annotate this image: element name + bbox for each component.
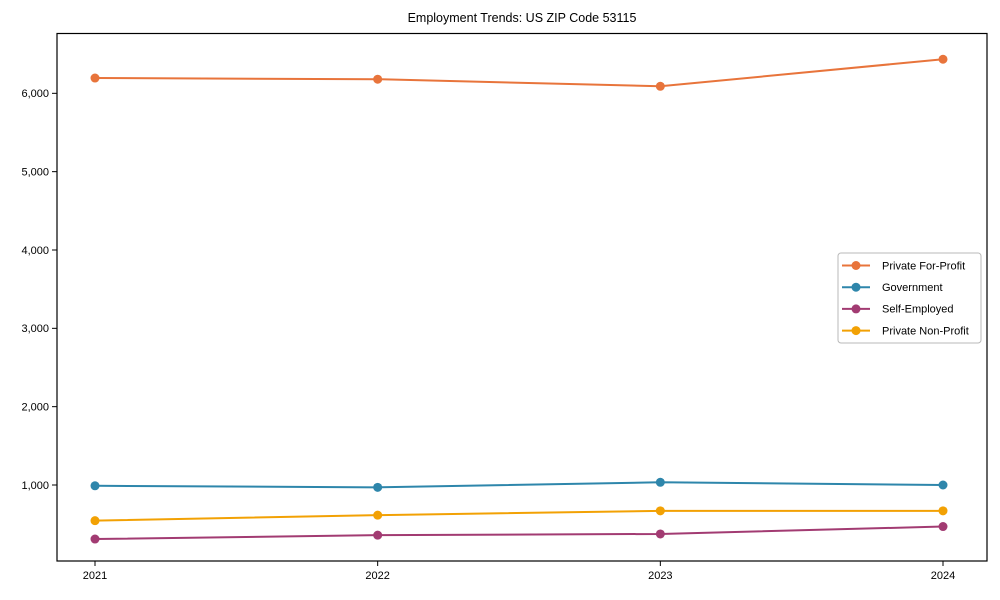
data-point-government [373,482,383,492]
chart-title: Employment Trends: US ZIP Code 53115 [408,11,637,25]
y-axis: 1,000 2,000 3,000 4,000 5,000 6,000 [21,88,57,492]
x-tick-label: 2021 [83,570,107,582]
legend: Private For-Profit Government Self-Employe… [837,252,982,344]
y-tick-label: 4,000 [21,245,49,257]
data-point-private-for-profit [373,74,383,84]
legend-marker-dot [851,304,861,314]
legend-item-private-non-profit: Private Non-Profit [842,325,969,337]
series-line-private-for-profit [94,58,944,88]
data-point-private-non-profit [938,506,948,516]
data-point-government [90,481,100,491]
legend-item-private-for-profit: Private For-Profit [842,260,965,272]
y-tick-label: 2,000 [21,401,49,413]
series-line-self-employed [94,525,944,541]
data-point-self-employed [373,530,383,540]
data-point-private-for-profit [938,54,948,64]
legend-item-self-employed: Self-Employed [842,304,954,316]
plot-frame [56,32,988,562]
y-tick-label: 5,000 [21,166,49,178]
legend-frame [837,252,982,344]
series-layer [90,54,948,544]
legend-item-government: Government [842,282,943,294]
y-tick-label: 1,000 [21,480,49,492]
data-point-government [938,480,948,490]
data-point-private-for-profit [90,73,100,83]
legend-label: Government [882,282,943,294]
data-point-self-employed [938,522,948,532]
x-tick-label: 2024 [931,570,955,582]
data-point-private-non-profit [90,516,100,526]
series-line-government [94,481,944,489]
data-point-self-employed [655,529,665,539]
y-tick-label: 6,000 [21,88,49,100]
x-tick-label: 2023 [648,570,672,582]
data-point-private-non-profit [373,510,383,520]
legend-label: Self-Employed [882,304,954,316]
data-point-private-for-profit [655,81,665,91]
data-point-private-non-profit [655,506,665,516]
data-point-self-employed [90,534,100,544]
data-point-government [655,477,665,487]
series-line-private-non-profit [94,509,944,522]
x-axis: 2021 2022 2023 2024 [83,561,955,582]
y-tick-label: 3,000 [21,323,49,335]
legend-label: Private Non-Profit [882,325,969,337]
legend-label: Private For-Profit [882,260,965,272]
legend-marker-dot [851,326,861,336]
x-tick-label: 2022 [365,570,389,582]
legend-marker-dot [851,261,861,270]
legend-marker-dot [851,282,861,292]
